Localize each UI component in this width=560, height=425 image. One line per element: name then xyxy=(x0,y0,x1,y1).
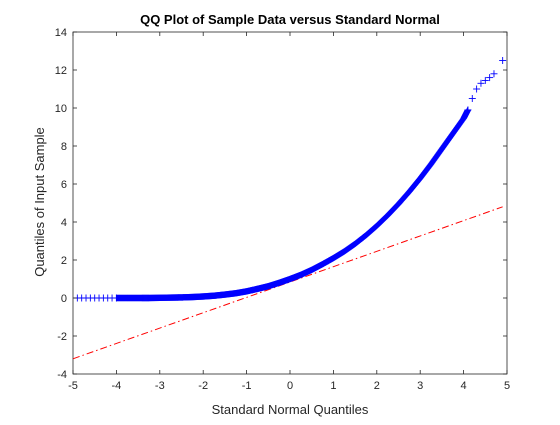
chart-title: QQ Plot of Sample Data versus Standard N… xyxy=(140,12,440,27)
x-tick-label: 0 xyxy=(287,380,293,392)
x-tick-label: 2 xyxy=(374,380,380,392)
y-axis-ticks: -4 -2 0 2 4 6 8 10 12 14 xyxy=(55,27,507,381)
y-tick-label: 4 xyxy=(61,217,67,229)
y-tick-label: 2 xyxy=(61,255,67,267)
axes-box xyxy=(72,31,508,375)
data-point xyxy=(499,57,507,64)
data-point xyxy=(468,95,476,102)
y-tick-label: -2 xyxy=(57,331,67,343)
y-tick-label: 10 xyxy=(55,103,67,115)
x-tick-label: -5 xyxy=(68,380,78,392)
x-tick-label: -3 xyxy=(155,380,165,392)
x-tick-label: -4 xyxy=(112,380,122,392)
data-point xyxy=(464,106,472,114)
quantile-markers xyxy=(73,57,507,302)
plot-area xyxy=(72,31,508,375)
x-tick-label: -1 xyxy=(242,380,252,392)
y-tick-label: 14 xyxy=(55,27,67,39)
x-tick-label: 4 xyxy=(461,380,467,392)
y-tick-label: 12 xyxy=(55,65,67,77)
x-tick-label: 3 xyxy=(417,380,423,392)
data-point xyxy=(112,294,120,302)
x-tick-label: 1 xyxy=(330,380,336,392)
x-axis-title: Standard Normal Quantiles xyxy=(212,402,369,417)
x-tick-label: 5 xyxy=(504,380,510,392)
data-point xyxy=(481,76,489,84)
x-axis-ticks: -5 -4 -3 -2 -1 0 1 2 3 4 5 xyxy=(68,32,510,392)
x-tick-label: -2 xyxy=(198,380,208,392)
data-point xyxy=(473,85,481,93)
y-tick-label: 0 xyxy=(61,293,67,305)
data-point xyxy=(490,70,498,78)
data-point xyxy=(486,74,494,82)
y-tick-label: 8 xyxy=(61,141,67,153)
data-point xyxy=(477,79,485,87)
y-axis-title: Quantiles of Input Sample xyxy=(32,127,47,277)
y-tick-label: 6 xyxy=(61,179,67,191)
y-tick-label: -4 xyxy=(57,369,67,381)
